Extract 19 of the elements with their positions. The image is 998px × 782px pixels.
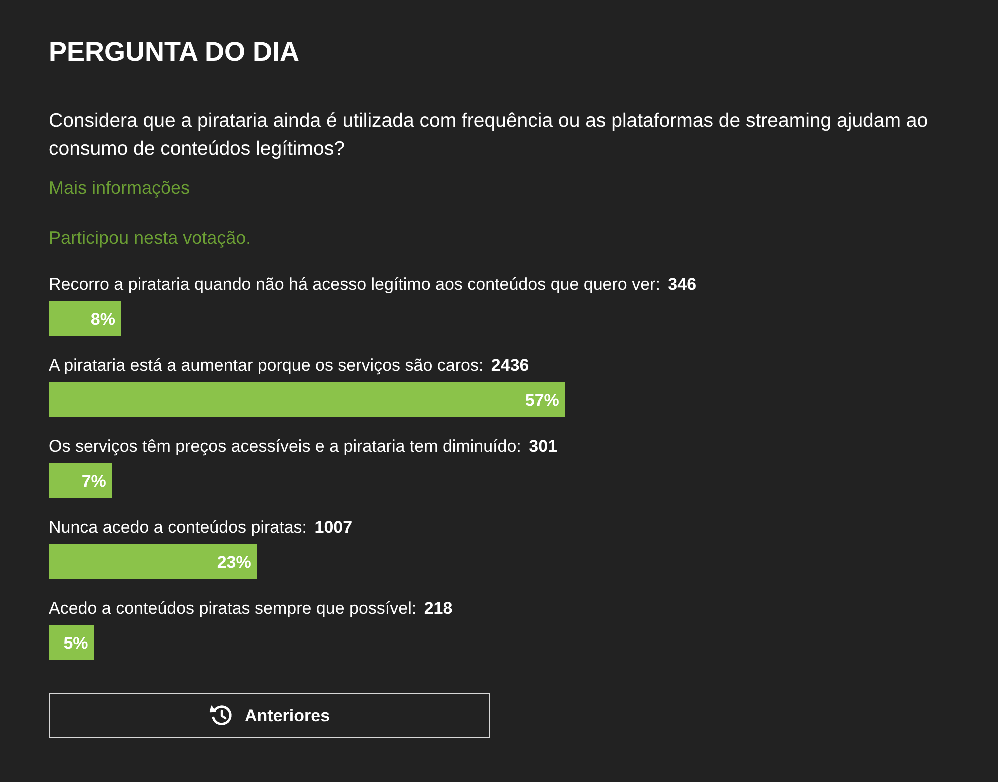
- annotation: Participou nesta votação.: [49, 228, 252, 248]
- y-tick-label: Recorro a pirataria quando não há acesso legítimo aos conteúdos que quero ver: 346: [49, 275, 697, 294]
- bar: [49, 544, 258, 579]
- y-tick-label: Acedo a conteúdos piratas sempre que possível: 218: [49, 599, 453, 618]
- chart-title: PERGUNTA DO DIA: [49, 37, 300, 67]
- bar: [49, 463, 112, 498]
- data-label: 57%: [525, 391, 560, 410]
- text: Mais informações: [49, 178, 190, 198]
- y-tick-label: Os serviços têm preços acessíveis e a pirataria tem diminuído: 301: [49, 437, 558, 456]
- bar: [49, 382, 566, 417]
- bar: [49, 301, 122, 336]
- data-label: 5%: [64, 634, 88, 653]
- history-button[interactable]: Anteriores: [49, 693, 490, 738]
- data-label: 23%: [217, 553, 252, 572]
- data-label: 7%: [82, 472, 106, 491]
- y-tick-label: Nunca acedo a conteúdos piratas: 1007: [49, 518, 353, 537]
- y-tick-label: A pirataria está a aumentar porque os serviços são caros: 2436: [49, 356, 530, 375]
- data-label: 8%: [90, 310, 116, 329]
- chart-subtitle: Considera que a pirataria ainda é utilizada com frequência ou as plataformas de streaming ajudam ao consumo de conteúdos legítimos?: [49, 110, 928, 160]
